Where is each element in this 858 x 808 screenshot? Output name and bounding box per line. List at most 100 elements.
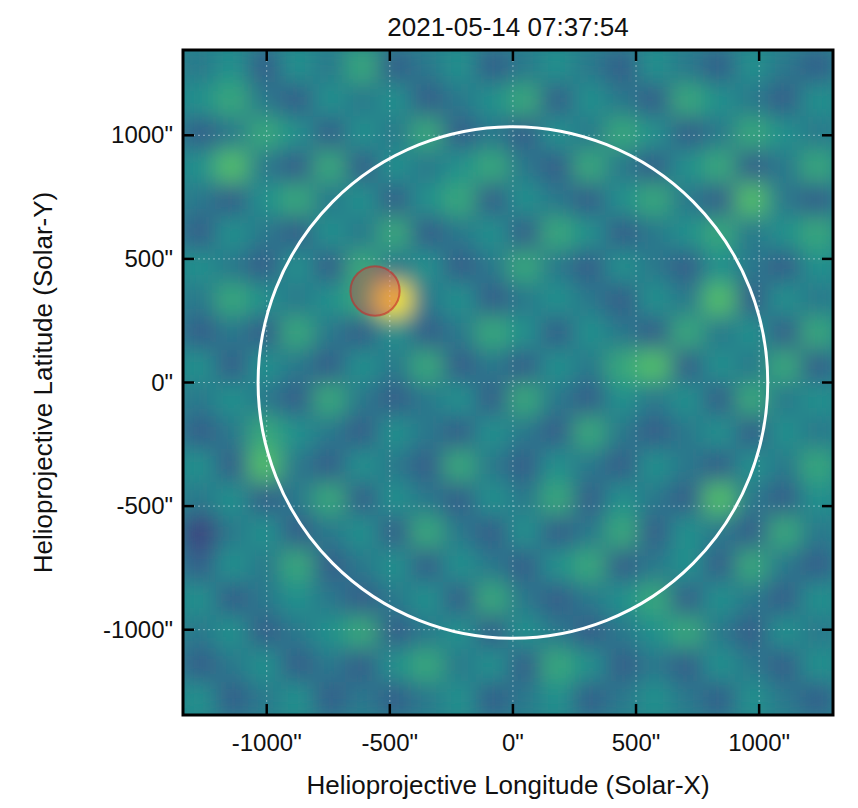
heat-cell: [671, 549, 704, 583]
heat-cell: [281, 615, 314, 649]
x-tick-label: -500": [362, 729, 419, 756]
heat-cell: [346, 383, 379, 417]
heat-cell: [703, 250, 736, 284]
heat-cell: [768, 183, 801, 217]
heat-cell: [443, 183, 476, 217]
heat-cell: [671, 383, 704, 417]
heat-cell: [703, 449, 736, 483]
heat-cell: [313, 649, 346, 683]
heat-cell: [573, 83, 606, 117]
heat-cell: [183, 216, 216, 250]
heat-cell: [606, 150, 639, 184]
heat-cell: [411, 516, 444, 550]
heat-cell: [736, 383, 769, 417]
heat-cell: [606, 183, 639, 217]
heat-cell: [281, 649, 314, 683]
heat-cell: [476, 117, 509, 151]
heat-cell: [476, 482, 509, 516]
y-tick-label: -500": [116, 492, 173, 519]
heat-cell: [541, 83, 574, 117]
heat-cell: [216, 216, 249, 250]
heat-cell: [801, 250, 834, 284]
heat-cell: [183, 549, 216, 583]
heat-cell: [411, 283, 444, 317]
heat-cell: [476, 50, 509, 84]
tick: [758, 704, 761, 715]
tick: [183, 628, 194, 631]
heat-cell: [671, 183, 704, 217]
y-tick-label: 1000": [111, 121, 173, 148]
heat-cell: [216, 283, 249, 317]
heat-cell: [248, 183, 281, 217]
heat-cell: [801, 549, 834, 583]
heat-cell: [736, 615, 769, 649]
heat-cell: [248, 549, 281, 583]
heat-cell: [476, 549, 509, 583]
heat-cell: [443, 582, 476, 616]
heat-cell: [801, 216, 834, 250]
heat-cell: [606, 349, 639, 383]
heat-cell: [443, 682, 476, 715]
heat-cell: [606, 516, 639, 550]
heat-cell: [346, 316, 379, 350]
heat-cell: [606, 682, 639, 715]
heatmap: [183, 50, 833, 715]
heat-cell: [183, 649, 216, 683]
heat-cell: [768, 316, 801, 350]
heat-cell: [411, 50, 444, 84]
heat-cell: [281, 582, 314, 616]
heat-cell: [573, 117, 606, 151]
heat-cell: [476, 516, 509, 550]
heat-cell: [606, 449, 639, 483]
grid-line: [266, 50, 267, 715]
heat-cell: [443, 449, 476, 483]
heat-cell: [768, 649, 801, 683]
heat-cell: [606, 549, 639, 583]
heat-cell: [541, 649, 574, 683]
heat-cell: [801, 83, 834, 117]
heat-cell: [476, 649, 509, 683]
heat-cell: [606, 582, 639, 616]
tick: [512, 50, 515, 61]
heat-cell: [443, 649, 476, 683]
heat-cell: [476, 416, 509, 450]
heat-cell: [183, 150, 216, 184]
heat-cell: [736, 649, 769, 683]
heat-cell: [573, 283, 606, 317]
y-tick-label: 500": [124, 245, 173, 272]
heat-cell: [671, 216, 704, 250]
heat-cell: [313, 582, 346, 616]
heat-cell: [378, 216, 411, 250]
grid-line: [183, 135, 833, 136]
plot-background: [183, 50, 833, 715]
heat-cell: [183, 383, 216, 417]
heat-cell: [703, 316, 736, 350]
heat-cell: [216, 416, 249, 450]
title: 2021-05-14 07:37:54: [387, 12, 628, 42]
heat-cell: [378, 416, 411, 450]
heat-cell: [768, 283, 801, 317]
heat-cell: [703, 283, 736, 317]
heat-cell: [768, 615, 801, 649]
heat-cell: [281, 283, 314, 317]
heat-cell: [476, 582, 509, 616]
heat-cell: [801, 117, 834, 151]
heat-cell: [346, 615, 379, 649]
heat-cell: [411, 316, 444, 350]
heat-cell: [411, 250, 444, 284]
heat-cell: [801, 416, 834, 450]
heat-cell: [671, 615, 704, 649]
heat-cell: [801, 183, 834, 217]
heat-cell: [346, 482, 379, 516]
heat-cell: [411, 482, 444, 516]
heat-cell: [541, 549, 574, 583]
heat-cell: [443, 50, 476, 84]
heat-cell: [703, 482, 736, 516]
heat-cell: [671, 682, 704, 715]
heat-cell: [281, 449, 314, 483]
heat-cell: [606, 316, 639, 350]
heat-cell: [183, 117, 216, 151]
heat-cell: [411, 150, 444, 184]
heat-cell: [346, 416, 379, 450]
heat-cell: [768, 516, 801, 550]
